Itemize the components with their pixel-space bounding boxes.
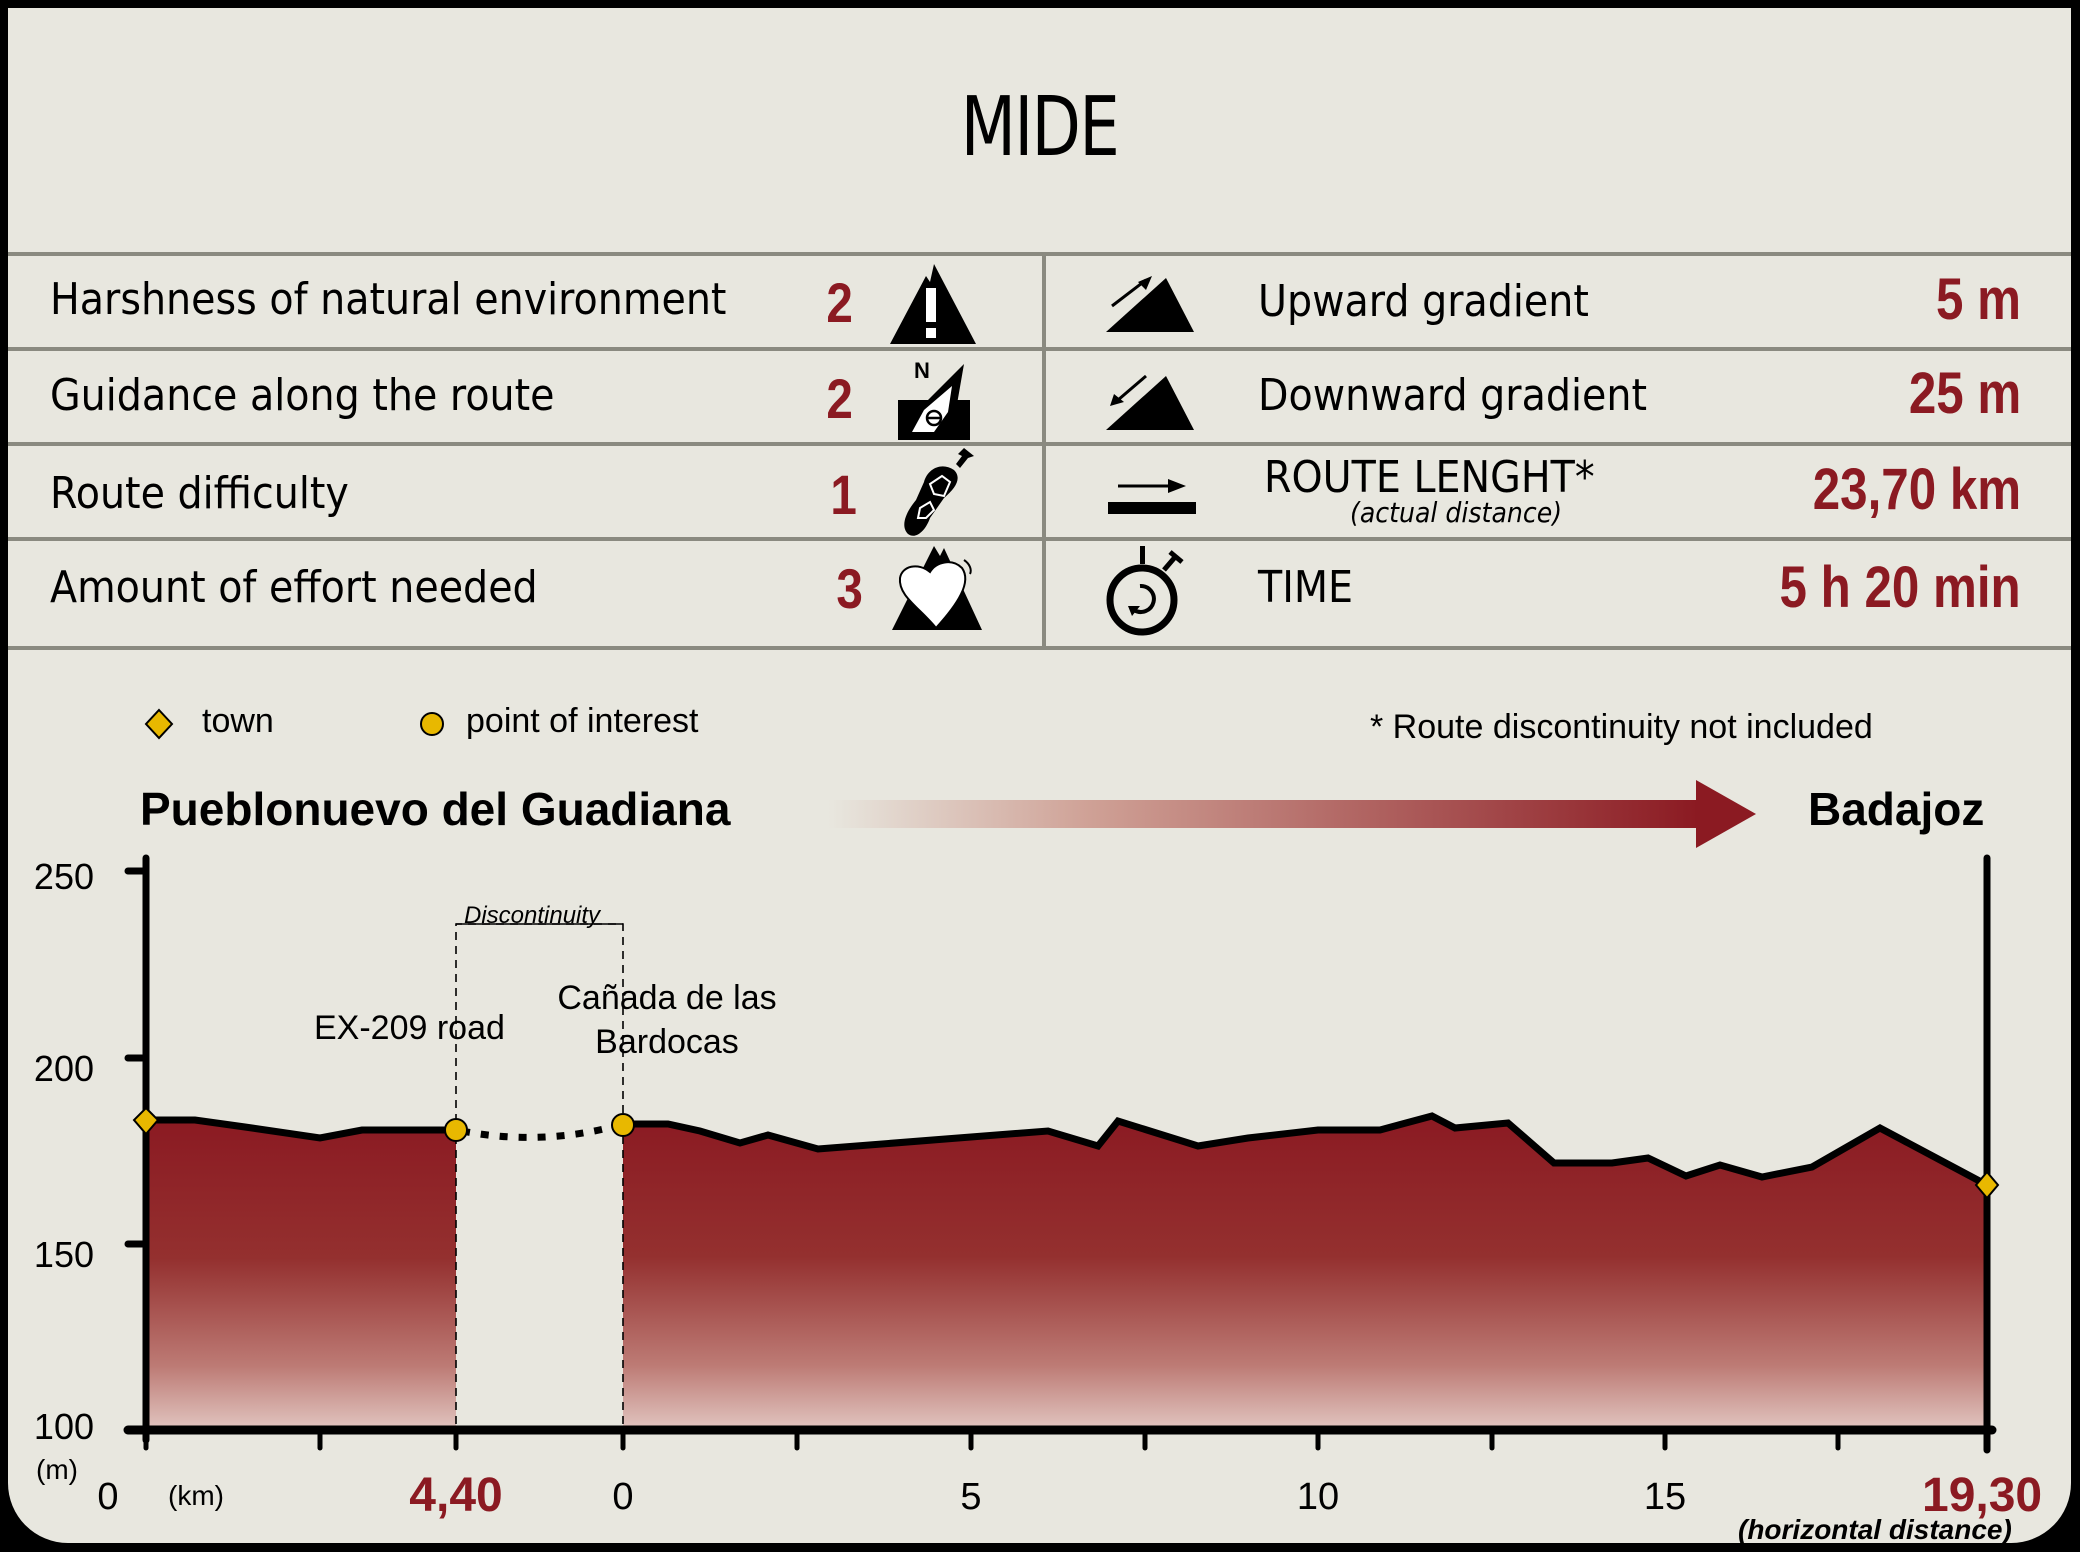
harshness-label: Harshness of natural environment bbox=[50, 274, 727, 325]
warning-mountain-icon bbox=[890, 264, 976, 344]
town-marker-end bbox=[1974, 1170, 2000, 1200]
x-tick-15: 15 bbox=[1643, 1476, 1687, 1518]
x-tick-19-30: 19,30 bbox=[1922, 1469, 2043, 1522]
legend-poi: point of interest bbox=[466, 702, 699, 740]
y-tick-150: 150 bbox=[33, 1234, 94, 1275]
time-value: 5 h 20 min bbox=[1779, 555, 2021, 620]
page-title: MIDE bbox=[960, 80, 1120, 175]
stopwatch-icon bbox=[1106, 546, 1184, 636]
route-difficulty-score: 1 bbox=[830, 463, 857, 526]
effort-label: Amount of effort needed bbox=[50, 562, 538, 613]
town-marker-start bbox=[132, 1106, 160, 1136]
y-tick-100: 100 bbox=[33, 1406, 94, 1447]
y-tick-200: 200 bbox=[33, 1048, 94, 1089]
x-tick-5: 5 bbox=[960, 1476, 982, 1518]
profile-area-segment-2 bbox=[623, 1116, 1987, 1428]
downhill-icon bbox=[1106, 374, 1194, 430]
x-tick-0: 0 bbox=[97, 1476, 119, 1518]
upward-gradient-label: Upward gradient bbox=[1258, 276, 1589, 327]
legend-town: town bbox=[202, 702, 274, 740]
x-axis-unit: (km) bbox=[168, 1480, 224, 1511]
row-divider bbox=[8, 442, 2071, 446]
downward-gradient-value: 25 m bbox=[1908, 361, 2021, 426]
column-divider bbox=[1042, 256, 1046, 646]
mide-table: Harshness of natural environment 2 Guida… bbox=[8, 252, 2071, 650]
footprint-icon bbox=[904, 448, 974, 536]
compass-north-icon: N bbox=[898, 358, 970, 440]
svg-text:N: N bbox=[914, 358, 930, 383]
guidance-label: Guidance along the route bbox=[50, 370, 555, 421]
town-diamond-icon bbox=[144, 708, 174, 740]
direction-arrow-icon bbox=[828, 780, 1756, 848]
y-axis-unit: (m) bbox=[36, 1454, 78, 1485]
route-difficulty-label: Route difficulty bbox=[50, 468, 349, 519]
discontinuity-label: Discontinuity bbox=[464, 902, 601, 929]
route-length-sublabel: (actual distance) bbox=[1350, 496, 1563, 529]
time-label: TIME bbox=[1258, 562, 1354, 613]
row-divider bbox=[8, 347, 2071, 351]
annotation-canada-bardocas: Cañada de las Bardocas bbox=[557, 979, 777, 1061]
x-tick-10: 10 bbox=[1296, 1476, 1340, 1518]
horizontal-distance-note: (horizontal distance) bbox=[1738, 1514, 2012, 1545]
route-end: Badajoz bbox=[1808, 783, 1985, 835]
poi-marker-ex209 bbox=[444, 1118, 468, 1142]
heart-mountain-icon bbox=[892, 546, 982, 630]
profile-area-segment-1 bbox=[146, 1120, 456, 1428]
discontinuity-note: * Route discontinuity not included bbox=[1370, 708, 1873, 746]
harshness-score: 2 bbox=[826, 271, 853, 334]
poi-circle-icon bbox=[420, 712, 444, 736]
x-tick-0-segment-2: 0 bbox=[612, 1476, 634, 1518]
guidance-score: 2 bbox=[826, 367, 853, 430]
uphill-icon bbox=[1106, 276, 1194, 332]
distance-icon bbox=[1108, 479, 1196, 514]
mide-card: MIDE Harshness of natural environment 2 … bbox=[8, 8, 2071, 1545]
upward-gradient-value: 5 m bbox=[1936, 267, 2021, 332]
route-length-value: 23,70 km bbox=[1812, 457, 2021, 522]
poi-marker-canada bbox=[611, 1113, 635, 1137]
annotation-ex209-road: EX-209 road bbox=[314, 1009, 505, 1047]
discontinuity-dotted-line bbox=[461, 1122, 617, 1141]
elevation-profile-chart bbox=[123, 854, 2000, 1454]
downward-gradient-label: Downward gradient bbox=[1258, 370, 1647, 421]
route-length-label: ROUTE LENGHT* bbox=[1264, 452, 1595, 503]
row-divider bbox=[8, 537, 2071, 541]
y-tick-250: 250 bbox=[33, 856, 94, 897]
x-tick-4-40: 4,40 bbox=[409, 1469, 503, 1522]
effort-score: 3 bbox=[836, 557, 863, 620]
route-start: Pueblonuevo del Guadiana bbox=[140, 783, 731, 835]
